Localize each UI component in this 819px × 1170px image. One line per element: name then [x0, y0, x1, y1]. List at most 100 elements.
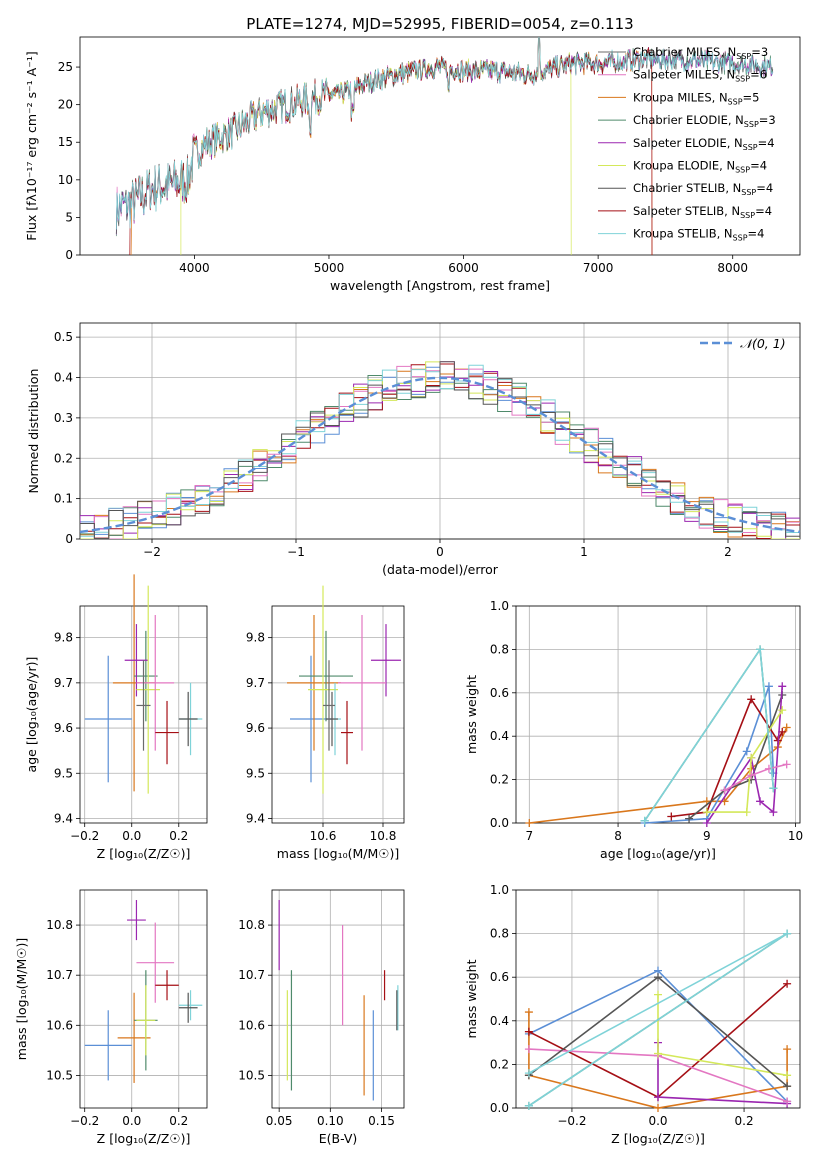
weight-marker	[524, 1101, 533, 1110]
x-tick-label: 10.8	[370, 829, 397, 843]
weight-marker	[769, 784, 778, 793]
weight-marker	[783, 1045, 792, 1054]
axes-frame	[79, 889, 208, 1109]
age_vs_Z-axes: −0.2 0.0 0.2 9.4 9.5 9.6 9.7 9.8 Z [log₁₀(Z/Z☉)]…	[24, 574, 208, 861]
y-tick-label: 0.2	[54, 451, 73, 465]
x-tick-label: 6000	[448, 261, 479, 275]
y-tick-label: 10.6	[238, 1018, 265, 1032]
weight-series	[644, 647, 775, 822]
x-tick-label: 8000	[717, 261, 748, 275]
legend-label: Chabrier MILES, NSSP=3	[633, 45, 768, 61]
weight-marker	[783, 1097, 792, 1106]
legend-label: Kroupa MILES, NSSP=5	[633, 90, 759, 106]
y-tick-label: 9.8	[246, 631, 265, 645]
x-tick-label: 0.0	[122, 1114, 141, 1128]
legend-label: Chabrier ELODIE, NSSP=3	[633, 113, 776, 129]
weight-marker	[524, 1069, 533, 1078]
y-axis-label: Flux [fλ10⁻¹⁷ erg cm⁻² s⁻¹ A⁻¹]	[24, 51, 39, 240]
x-tick-label: −0.2	[70, 1114, 99, 1128]
axes-frame	[79, 322, 801, 540]
y-tick-label: 5	[65, 210, 73, 224]
y-tick-label: 0.4	[54, 371, 73, 385]
x-tick-label: 7	[525, 829, 533, 843]
x-axis-label: Z [log₁₀(Z/Z☉)]	[97, 846, 191, 861]
mass_weight_vs_age-axes: 7 8 9 10 0.0 0.2 0.4 0.6 0.8 1.0 age [log₁₀(age/yr…	[464, 599, 803, 861]
weight-marker	[747, 753, 756, 762]
y-tick-label: 10.7	[46, 968, 73, 982]
y-tick-label: 10.6	[46, 1018, 73, 1032]
x-tick-label: 0.10	[317, 1114, 344, 1128]
axes-frame	[515, 605, 801, 824]
weight-marker	[654, 973, 662, 982]
weight-marker	[654, 1049, 662, 1058]
x-tick-label: −1	[287, 545, 305, 559]
mass_vs_Z-axes: −0.2 0.0 0.2 10.5 10.6 10.7 10.8 Z [log₁₀(Z/Z☉)…	[14, 889, 208, 1146]
legend-label: Salpeter ELODIE, NSSP=4	[633, 136, 775, 152]
weight-marker	[742, 747, 751, 756]
x-axis-label: age [log₁₀(age/yr)]	[600, 846, 716, 861]
x-tick-label: 0.0	[648, 1114, 667, 1128]
x-tick-label: 8	[614, 829, 622, 843]
y-tick-label: 9.6	[54, 721, 73, 735]
x-tick-label: 2	[724, 545, 732, 559]
weight-marker	[742, 808, 751, 817]
spectrum-line	[115, 37, 774, 230]
weight-marker	[654, 1093, 662, 1102]
y-tick-label: 10.8	[238, 918, 265, 932]
x-tick-label: 0.05	[266, 1114, 293, 1128]
y-tick-label: 0.8	[490, 642, 509, 656]
y-tick-label: 0.3	[54, 411, 73, 425]
x-tick-label: 7000	[583, 261, 614, 275]
x-tick-label: −0.2	[70, 829, 99, 843]
weight-marker	[783, 979, 792, 988]
weight-marker	[783, 1071, 792, 1080]
weight-marker	[782, 723, 791, 732]
weight-marker	[778, 682, 787, 691]
y-tick-label: 0.4	[490, 1014, 509, 1028]
weight-marker	[756, 797, 765, 806]
y-axis-label: age [log₁₀(age/yr)]	[24, 657, 39, 773]
y-tick-label: 9.8	[54, 631, 73, 645]
x-tick-label: 4000	[179, 261, 210, 275]
y-axis-label: Normed distribution	[26, 369, 41, 494]
weight-series	[724, 763, 787, 792]
y-tick-label: 1.0	[490, 599, 509, 613]
weight-marker	[747, 771, 756, 780]
weight-marker	[764, 682, 773, 691]
spectrum-legend: Chabrier MILES, NSSP=3 Salpeter MILES, NS…	[598, 45, 776, 243]
weight-marker	[702, 808, 711, 817]
y-tick-label: 10	[58, 173, 73, 187]
x-axis-label: (data-model)/error	[382, 562, 499, 577]
legend-label: Kroupa STELIB, NSSP=4	[633, 227, 764, 243]
y-tick-label: 9.5	[246, 766, 265, 780]
y-tick-label: 0.2	[490, 1057, 509, 1071]
y-tick-label: 0.6	[490, 686, 509, 700]
residuals-axes: −2 −1 0 1 2 0 0.1 0.2 0.3 0.4 0.5 (data-model)/erro…	[26, 322, 801, 577]
legend-label: Salpeter STELIB, NSSP=4	[633, 204, 772, 220]
y-tick-label: 20	[58, 98, 73, 112]
y-tick-label: 0.0	[490, 816, 509, 830]
normal-curve	[79, 376, 801, 534]
y-tick-label: 0.4	[490, 729, 509, 743]
y-tick-label: 9.7	[246, 676, 265, 690]
weight-marker	[654, 1104, 662, 1112]
weight-marker	[685, 814, 694, 823]
y-tick-label: 9.4	[246, 811, 265, 825]
y-tick-label: 1.0	[490, 883, 509, 897]
weight-marker	[720, 786, 729, 795]
y-axis-label: mass [log₁₀(M/M☉)]	[14, 938, 29, 1060]
legend-label: Salpeter MILES, NSSP=6	[633, 68, 767, 84]
spectrum-line	[180, 37, 572, 255]
weight-marker	[667, 812, 676, 821]
spectrum-axes: 4000 5000 6000 7000 8000 0 5 10 15 20 25 wavelength…	[24, 15, 801, 293]
y-tick-label: 9.4	[54, 811, 73, 825]
legend-label: 𝒩(0, 1)	[740, 336, 786, 351]
y-tick-label: 0.8	[490, 927, 509, 941]
x-axis-label: wavelength [Angstrom, rest frame]	[330, 278, 550, 293]
axes-frame	[271, 889, 405, 1109]
weight-marker	[702, 819, 711, 827]
weight-marker	[769, 808, 778, 817]
y-tick-label: 0.5	[54, 330, 73, 344]
weight-marker	[783, 1082, 792, 1091]
y-tick-label: 9.6	[246, 721, 265, 735]
